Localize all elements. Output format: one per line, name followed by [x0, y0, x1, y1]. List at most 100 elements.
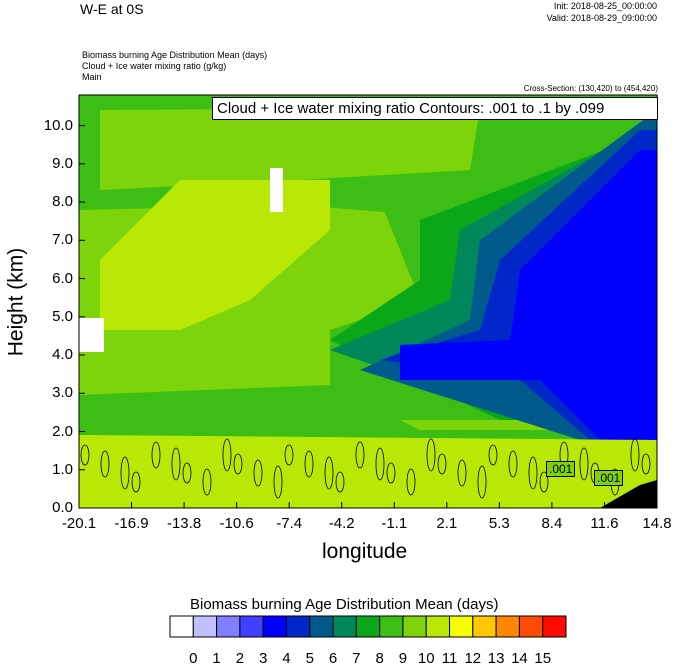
field-3: Main [82, 72, 102, 82]
colorbar-label: 14 [511, 650, 528, 667]
field-1: Biomass burning Age Distribution Mean (d… [82, 50, 268, 60]
colorbar-label: 10 [417, 650, 435, 667]
colorbar-box [449, 615, 474, 638]
x-tick-label: 11.6 [590, 515, 619, 532]
field-region [100, 180, 330, 330]
cloud-contour [151, 441, 161, 469]
colorbar-label: 5 [305, 650, 314, 667]
colorbar-box [518, 615, 544, 638]
cloud-contour [579, 447, 589, 481]
colorbar-label: 12 [464, 650, 482, 667]
colorbar-box [239, 615, 264, 638]
colorbar-label: 1 [212, 650, 221, 667]
colorbar-box [542, 615, 567, 638]
colorbar-label: 2 [235, 650, 245, 667]
y-axis-label: Height (km) [4, 247, 28, 357]
x-tick-label: -13.8 [166, 515, 202, 532]
colorbar-label: 7 [352, 650, 361, 667]
field-region [600, 480, 657, 508]
y-tick-label: 0.0 [52, 499, 73, 516]
y-tick-label: 4.0 [52, 346, 73, 364]
cloud-contour [284, 444, 294, 466]
cloud-contour [355, 441, 365, 469]
cloud-contour [406, 468, 416, 496]
colorbar-title: Biomass burning Age Distribution Mean (d… [190, 596, 499, 613]
cloud-contour [273, 465, 283, 499]
x-tick-label: 8.4 [541, 515, 563, 532]
cloud-contour [386, 462, 396, 484]
cloud-contour [171, 447, 181, 481]
field-region [270, 168, 283, 212]
y-tick-label: 3.0 [52, 384, 73, 402]
colorbar-label: 9 [398, 650, 408, 667]
cloud-contour [488, 444, 498, 466]
colorbar-box [495, 615, 520, 638]
cloud-contour [641, 453, 651, 475]
x-tick-label: -10.6 [219, 515, 254, 532]
init-time: Init: 2018-08-25_00:00:00 [553, 1, 657, 11]
cloud-contour [437, 453, 447, 475]
cloud-contour [508, 450, 518, 478]
contour-label: Cloud + Ice water mixing ratio Contours:… [212, 97, 658, 120]
colorbar-label: 8 [375, 650, 384, 667]
x-tick-label: 2.1 [436, 515, 458, 532]
colorbar-box [355, 615, 381, 638]
valid-time: Valid: 2018-08-29_09:00:00 [546, 13, 657, 23]
chart-title: W-E at 0S [80, 1, 144, 17]
contour-mark: .001 [594, 470, 624, 486]
cloud-contour [131, 471, 141, 493]
colorbar-box [379, 615, 404, 638]
field-region [100, 108, 480, 190]
x-tick-label: -16.9 [114, 515, 149, 532]
cloud-contour [120, 456, 130, 490]
cloud-contour [457, 459, 467, 487]
cloud-contour [528, 456, 538, 490]
plot-frame [78, 94, 658, 509]
y-tick-label: 7.0 [52, 231, 73, 249]
cross-section: Cross-Section: (130,420) to (454,420) [523, 84, 658, 93]
y-tick-label: 10.0 [43, 116, 73, 134]
colorbar-label: 15 [534, 650, 552, 667]
cloud-contour [426, 438, 436, 472]
x-tick-label: 14.8 [642, 515, 672, 532]
cloud-contour [304, 450, 314, 478]
field-region [79, 318, 104, 352]
colorbar-box [309, 615, 334, 638]
colorbar-box [332, 615, 357, 638]
x-tick-label: -4.2 [328, 515, 355, 532]
y-tick-label: 2.0 [52, 422, 73, 440]
colorbar-label: 3 [259, 650, 268, 667]
colorbar-label: 11 [441, 650, 458, 667]
cloud-contour [477, 465, 487, 499]
cloud-contour [539, 471, 549, 493]
x-tick-label: -1.1 [381, 515, 408, 532]
colorbar-box [216, 615, 241, 638]
cloud-contour [375, 447, 385, 481]
y-tick-label: 5.0 [52, 307, 73, 325]
cloud-contour [182, 462, 192, 484]
x-tick-label: 5.3 [488, 515, 510, 532]
colorbar-box [402, 615, 427, 638]
x-tick-label: -7.4 [276, 515, 303, 532]
colorbar-label: 0 [189, 650, 198, 667]
colorbar-label: 13 [487, 650, 505, 667]
y-tick-label: 8.0 [52, 193, 73, 211]
field-2: Cloud + Ice water mixing ratio (g/kg) [82, 61, 227, 71]
cloud-contour [253, 459, 263, 487]
contour-mark: .001 [546, 461, 576, 477]
colorbar-label: 4 [282, 650, 291, 667]
cloud-contour [80, 444, 90, 466]
x-axis-label: longitude [322, 540, 408, 563]
cloud-contour [222, 438, 232, 472]
cloud-contour [630, 438, 640, 472]
cloud-contour [202, 468, 212, 496]
y-tick-label: 6.0 [52, 269, 73, 287]
cloud-contour [335, 471, 345, 493]
colorbar-box [472, 615, 497, 638]
y-tick-label: 9.0 [52, 154, 73, 172]
y-tick-label: 1.0 [52, 460, 73, 478]
colorbar-box [425, 615, 451, 638]
colorbar-box [262, 615, 287, 638]
